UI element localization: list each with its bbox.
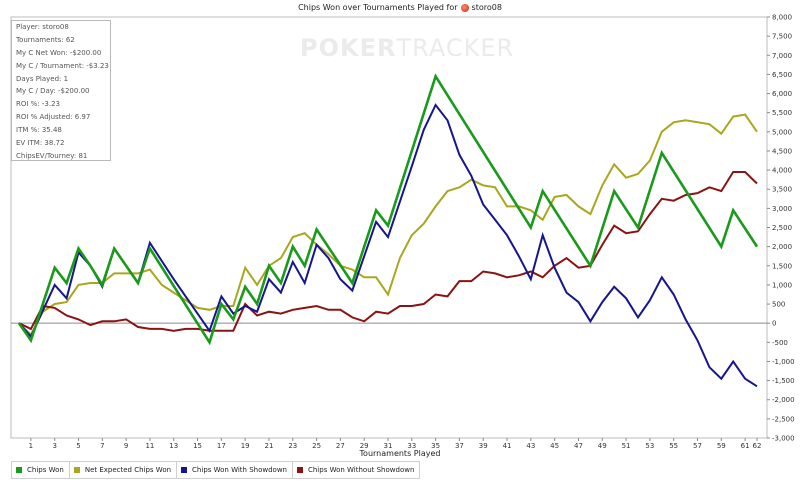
- x-tick-label: 57: [693, 442, 702, 450]
- x-tick-label: 43: [526, 442, 535, 450]
- legend-swatch: [73, 467, 80, 473]
- x-tick-label: 11: [145, 442, 154, 450]
- x-tick-label: 31: [384, 442, 393, 450]
- y-tick-label: 4,500: [772, 147, 792, 155]
- x-tick-label: 17: [217, 442, 226, 450]
- x-tick-label: 19: [241, 442, 250, 450]
- x-tick-label: 15: [193, 442, 202, 450]
- x-tick-label: 27: [336, 442, 345, 450]
- watermark-bold: POKER: [300, 34, 397, 62]
- legend-swatch: [16, 467, 22, 473]
- legend-swatch: [296, 467, 303, 473]
- stat-net-won: My C Net Won: -$200.00: [16, 48, 102, 57]
- x-tick-label: 35: [431, 442, 440, 450]
- series-line-chips-won-without-showdown: [18, 171, 758, 332]
- x-tick-label: 3: [52, 442, 56, 450]
- stat-ev-itm: EV ITM: 38.72: [16, 139, 65, 148]
- stat-roi: ROI %: -3.23: [16, 100, 61, 109]
- y-tick-label: -1,000: [772, 358, 795, 366]
- legend-item-without-showdown[interactable]: Chips Won Without Showdown: [293, 462, 419, 478]
- y-tick-label: 4,000: [772, 167, 792, 175]
- stat-per-day: My C / Day: -$200.00: [16, 87, 90, 96]
- stat-chipsev: ChipsEV/Tourney: 81: [16, 151, 88, 160]
- legend-item-with-showdown[interactable]: Chips Won With Showdown: [177, 462, 293, 478]
- x-tick-label: 62: [753, 442, 762, 450]
- poker-tracker-watermark: POKERTRACKER: [300, 34, 514, 62]
- legend-label: Net Expected Chips Won: [84, 466, 172, 474]
- y-tick-label: -500: [772, 339, 788, 347]
- series-line-chips-won: [17, 73, 759, 346]
- x-tick-label: 39: [479, 442, 488, 450]
- x-tick-label: 9: [124, 442, 128, 450]
- y-tick-label: 1,000: [772, 281, 792, 289]
- x-tick-label: 29: [360, 442, 369, 450]
- chart-legend: Chips Won Net Expected Chips Won Chips W…: [11, 461, 421, 479]
- y-tick-label: 3,000: [772, 205, 792, 213]
- x-tick-label: 23: [288, 442, 297, 450]
- legend-item-net-expected[interactable]: Net Expected Chips Won: [70, 462, 178, 478]
- legend-item-chips-won[interactable]: Chips Won: [12, 462, 70, 478]
- x-tick-label: 5: [76, 442, 80, 450]
- y-tick-label: 2,000: [772, 243, 792, 251]
- x-tick-label: 21: [265, 442, 274, 450]
- watermark-light: TRACKER: [396, 34, 515, 62]
- y-tick-label: -3,000: [772, 435, 795, 443]
- x-tick-label: 61: [741, 442, 750, 450]
- y-tick-label: -2,500: [772, 415, 795, 423]
- legend-label: Chips Won With Showdown: [192, 466, 287, 474]
- y-tick-label: -1,500: [772, 377, 795, 385]
- x-tick-label: 41: [503, 442, 512, 450]
- series-line-chips-won-with-showdown: [18, 103, 758, 388]
- y-tick-label: 6,000: [772, 90, 792, 98]
- x-tick-label: 33: [407, 442, 416, 450]
- y-tick-label: 500: [772, 301, 785, 309]
- x-axis-title: Tournaments Played: [359, 449, 441, 458]
- x-tick-label: 45: [550, 442, 559, 450]
- legend-swatch: [181, 467, 188, 473]
- x-tick-label: 7: [100, 442, 104, 450]
- x-tick-label: 49: [598, 442, 607, 450]
- y-tick-label: -2,000: [772, 396, 795, 404]
- y-tick-label: 5,500: [772, 109, 792, 117]
- y-tick-label: 7,500: [772, 33, 792, 41]
- y-tick-label: 8,000: [772, 14, 792, 22]
- y-tick-label: 6,500: [772, 71, 792, 79]
- legend-label: Chips Won Without Showdown: [307, 466, 415, 474]
- y-tick-label: 5,000: [772, 128, 792, 136]
- x-tick-label: 53: [645, 442, 654, 450]
- stats-box: Player: storo08 Tournaments: 62 My C Net…: [11, 20, 111, 161]
- y-tick-label: 3,500: [772, 186, 792, 194]
- stat-player: Player: storo08: [16, 23, 69, 31]
- x-tick-label: 37: [455, 442, 464, 450]
- chart-title-player: storo08: [471, 3, 502, 12]
- poker-chip-icon: [460, 3, 469, 12]
- x-tick-label: 1: [29, 442, 33, 450]
- stat-per-tournament: My C / Tournament: -$3.23: [16, 61, 109, 70]
- legend-label: Chips Won: [27, 466, 64, 474]
- x-tick-label: 47: [574, 442, 583, 450]
- stat-days-played: Days Played: 1: [16, 74, 69, 83]
- x-tick-label: 25: [312, 442, 321, 450]
- y-tick-label: 0: [772, 320, 776, 328]
- x-tick-label: 55: [669, 442, 678, 450]
- plot-area: [10, 16, 768, 439]
- chart-title-text: Chips Won over Tournaments Played for: [298, 3, 458, 12]
- stat-roi-adjusted: ROI % Adjusted: 6.97: [16, 113, 91, 122]
- y-tick-label: 1,500: [772, 262, 792, 270]
- x-tick-label: 59: [717, 442, 726, 450]
- y-tick-label: 7,000: [772, 52, 792, 60]
- stat-itm: ITM %: 35.48: [16, 126, 62, 135]
- y-tick-label: 2,500: [772, 224, 792, 232]
- x-tick-label: 51: [622, 442, 631, 450]
- chart-title: Chips Won over Tournaments Played for st…: [0, 3, 800, 12]
- x-tick-label: 13: [169, 442, 178, 450]
- series-line-net-expected-chips-won: [18, 113, 758, 337]
- stat-tournaments: Tournaments: 62: [16, 35, 75, 44]
